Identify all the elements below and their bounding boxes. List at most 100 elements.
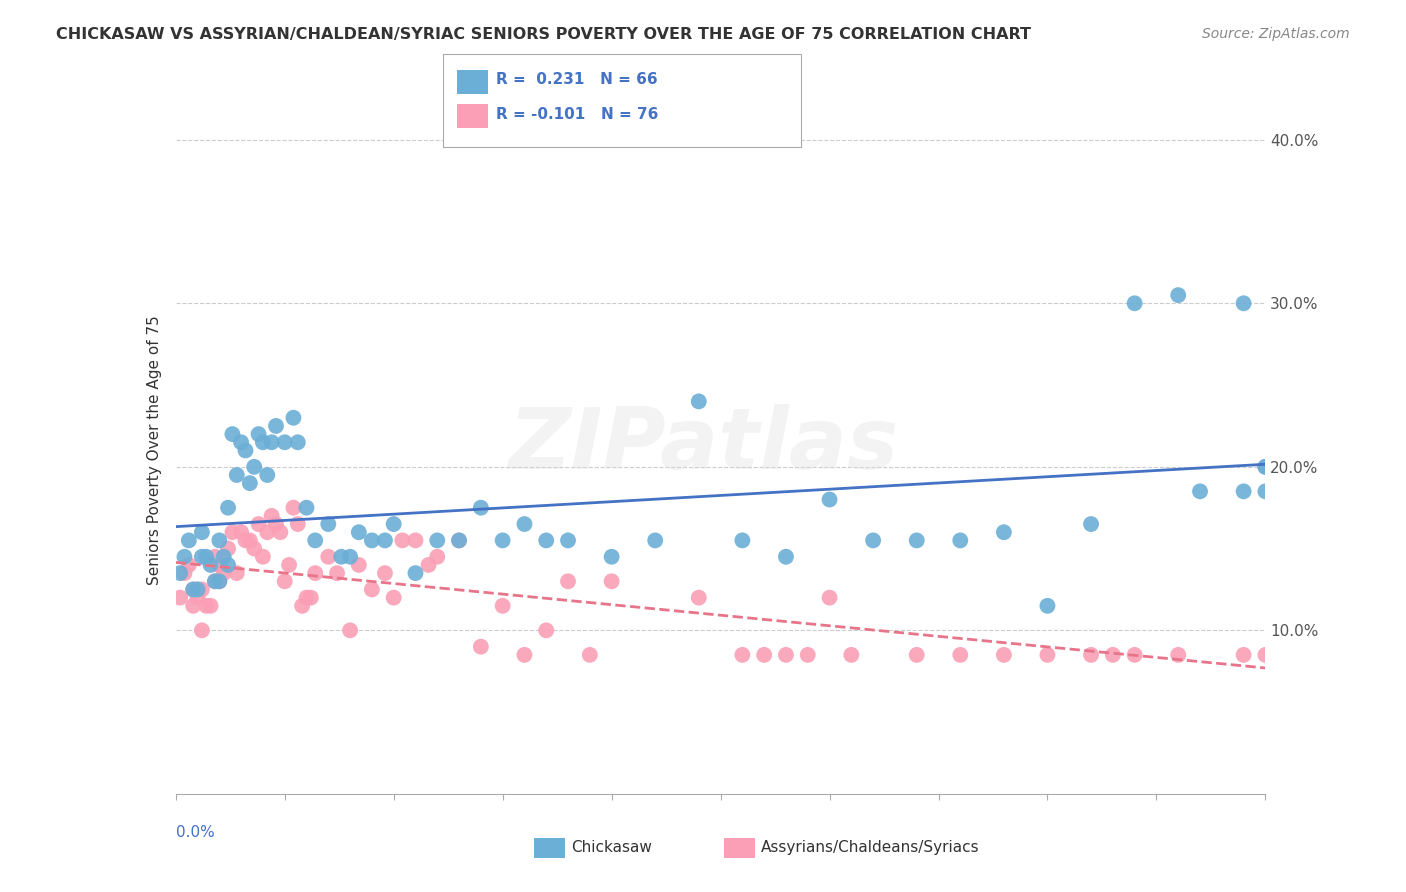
Point (447, 533, 470, 548)
Point (360, 533, 382, 548)
Point (239, 476, 262, 491)
Point (557, 574, 579, 589)
Point (235, 533, 257, 548)
Point (239, 533, 262, 548)
Point (169, 591, 191, 605)
Point (217, 541, 239, 556)
Point (173, 549, 195, 564)
Point (231, 435, 253, 450)
Point (181, 582, 204, 597)
Point (688, 591, 710, 605)
Point (1254, 459, 1277, 474)
Point (269, 525, 291, 540)
Point (204, 574, 226, 589)
Text: Chickasaw: Chickasaw (571, 840, 652, 855)
Point (191, 582, 214, 597)
Point (1254, 648, 1277, 662)
Point (731, 533, 754, 548)
Point (208, 533, 231, 548)
Point (169, 566, 191, 580)
Point (1298, 648, 1320, 662)
Point (688, 394, 710, 409)
Point (347, 558, 370, 572)
Point (295, 591, 318, 605)
Point (391, 533, 413, 548)
Point (993, 525, 1015, 540)
Point (191, 624, 214, 638)
Point (374, 533, 396, 548)
Point (600, 549, 623, 564)
Point (173, 566, 195, 580)
Point (231, 525, 253, 540)
Point (1341, 648, 1364, 662)
Point (1123, 296, 1146, 310)
Point (283, 500, 305, 515)
Point (225, 467, 247, 482)
Point (818, 492, 841, 507)
Point (1167, 648, 1189, 662)
Point (256, 525, 278, 540)
Text: Assyrians/Chaldeans/Syriacs: Assyrians/Chaldeans/Syriacs (761, 840, 979, 855)
Point (1080, 648, 1102, 662)
Point (252, 549, 274, 564)
Point (470, 500, 492, 515)
Point (1167, 288, 1189, 302)
Point (339, 549, 361, 564)
Point (513, 648, 536, 662)
Point (221, 525, 243, 540)
Point (1232, 648, 1256, 662)
Point (949, 648, 972, 662)
Point (492, 599, 515, 613)
Point (243, 541, 266, 556)
Point (347, 525, 370, 540)
Point (360, 582, 382, 597)
Point (426, 549, 449, 564)
Point (195, 599, 218, 613)
Point (818, 591, 841, 605)
Point (252, 435, 274, 450)
Point (204, 549, 226, 564)
Point (949, 533, 972, 548)
Point (208, 574, 231, 589)
Point (905, 533, 928, 548)
Text: Source: ZipAtlas.com: Source: ZipAtlas.com (1202, 27, 1350, 41)
Point (212, 549, 235, 564)
Point (905, 648, 928, 662)
Point (243, 459, 266, 474)
Point (318, 549, 340, 564)
Y-axis label: Seniors Poverty Over the Age of 75: Seniors Poverty Over the Age of 75 (146, 316, 162, 585)
Point (405, 566, 427, 580)
Point (1189, 484, 1212, 499)
Point (299, 591, 322, 605)
Point (217, 558, 239, 572)
Point (644, 533, 666, 548)
Point (181, 582, 204, 597)
Point (374, 566, 396, 580)
Point (200, 558, 222, 572)
Point (534, 533, 557, 548)
Point (221, 427, 243, 442)
Point (862, 533, 884, 548)
Point (186, 582, 209, 597)
Point (326, 566, 349, 580)
Point (177, 533, 200, 548)
Point (264, 418, 287, 433)
Point (1232, 484, 1256, 499)
Point (177, 558, 200, 572)
Point (225, 566, 247, 580)
Text: R =  0.231   N = 66: R = 0.231 N = 66 (496, 72, 658, 87)
Point (195, 549, 218, 564)
Point (841, 648, 863, 662)
Point (208, 574, 231, 589)
Point (470, 640, 492, 654)
Point (1036, 648, 1059, 662)
Point (212, 566, 235, 580)
Point (775, 648, 797, 662)
Point (287, 516, 309, 531)
Point (235, 443, 257, 458)
Point (513, 516, 536, 531)
Point (186, 582, 209, 597)
Point (775, 549, 797, 564)
Point (382, 516, 405, 531)
Point (191, 525, 214, 540)
